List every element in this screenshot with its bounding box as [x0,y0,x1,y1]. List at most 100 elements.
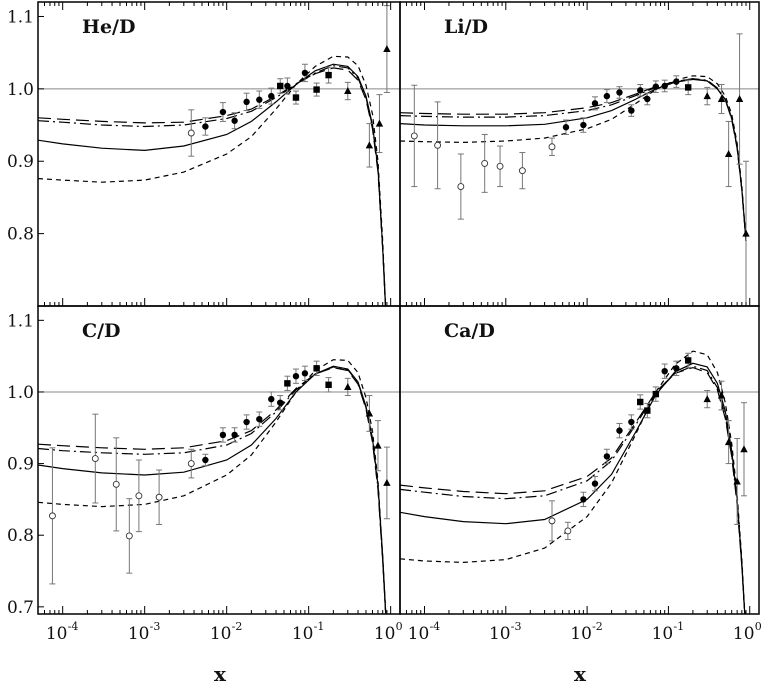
curve-long-dashed [400,366,746,614]
data-point-filled-circle [616,89,623,96]
panel-2: C/D1.11.00.90.80.710 -4 10 -3 10 -2 10 -1 10 0 [7,305,403,644]
x-tick-label-exponent: 0 [396,620,403,633]
data-point-open-circle [155,493,163,501]
curve-long-dashed [400,78,747,241]
points-group [48,360,391,585]
data-point-filled-circle [256,96,263,103]
data-point-triangle [375,119,384,127]
data-point-triangle [374,441,382,449]
data-point-open-circle [48,512,56,520]
curves-group [400,75,747,241]
curve-solid [400,362,746,614]
data-point-triangle [365,141,374,149]
x-tick-label: 10 [292,624,314,644]
y-tick-label: 1.0 [7,80,34,100]
data-point-square [292,94,300,101]
data-point-square [652,390,660,398]
curve-dashed [400,350,746,614]
data-point-open-circle [410,132,418,140]
curve-dashed [400,75,747,241]
panel-frame [399,305,760,615]
curve-solid [38,365,387,614]
y-tick-label: 1.0 [7,383,34,403]
data-point-square [313,86,320,93]
data-point-filled-circle [268,92,275,100]
data-point-open-circle [518,167,526,175]
data-point-filled-circle [277,399,284,406]
x-tick-label: 10 [374,624,396,644]
x-tick-label: 10 [570,624,592,644]
panel-title: C/D [82,320,121,342]
x-tick-label-exponent: -4 [429,620,440,633]
panel-title: Li/D [444,16,488,38]
data-point-triangle [703,395,711,403]
data-point-triangle [717,94,726,102]
data-point-triangle [740,445,748,453]
data-point-filled-circle [219,431,227,439]
y-tick-label: 0.8 [7,526,34,546]
data-point-open-circle [457,183,465,191]
data-point-square [684,357,692,364]
panel-frame [399,1,760,307]
y-tick-label: 0.7 [7,598,34,618]
panel-3: Ca/D10 -4 10 -3 10 -2 10 -1 10 0 [399,305,761,644]
panel-1: Li/D [399,1,760,307]
data-point-filled-circle [591,100,599,107]
data-point-square [325,71,332,79]
data-point-open-circle [548,143,556,151]
x-tick-label: 10 [652,624,674,644]
x-tick-label: 10 [733,624,755,644]
data-point-filled-circle [580,496,587,503]
x-axis-label-right: x [574,662,587,686]
data-point-triangle [344,382,352,390]
points-group [187,5,391,168]
data-point-filled-circle [661,367,668,375]
data-point-filled-circle [603,453,611,460]
data-point-filled-circle [202,456,209,464]
curves-group [38,55,387,306]
panels-layer: He/D 1.1 1.0 0.9 0.8 Li/D C/D 1.1 1.0 0.9 0.8 0.7 10… [7,1,761,644]
x-tick-label-exponent: -2 [592,620,603,633]
data-point-filled-circle [673,365,680,372]
data-point-open-circle [481,159,489,167]
x-tick-label: 10 [46,624,68,644]
x-tick-label-exponent: -3 [511,620,522,633]
curves-group [400,350,746,614]
data-point-filled-circle [591,480,599,487]
curve-dash-dot [38,65,387,306]
data-point-filled-circle [301,69,309,77]
data-point-open-circle [187,129,195,137]
data-point-square [637,398,644,406]
data-point-open-circle [496,162,504,170]
data-point-triangle [365,409,374,417]
data-point-filled-circle [243,418,250,426]
curve-dashed [38,359,387,614]
data-point-triangle [724,150,733,157]
curve-solid [38,63,387,306]
x-tick-label: 10 [489,624,511,644]
data-point-filled-circle [301,370,309,377]
data-point-triangle [735,94,744,102]
curve-dashed [38,55,387,306]
x-tick-label-exponent: -3 [150,620,161,633]
data-point-triangle [703,92,711,100]
data-point-filled-circle [616,427,623,434]
data-point-filled-circle [284,82,291,90]
data-point-filled-circle [652,83,660,90]
x-tick-label: 10 [128,624,150,644]
data-point-filled-circle [562,124,570,131]
data-point-square [325,381,332,388]
y-tick-label: 1.1 [7,7,34,27]
data-point-filled-circle [628,418,635,426]
x-tick-label-exponent: -4 [68,620,79,633]
data-point-filled-circle [231,431,238,439]
data-point-filled-circle [219,108,227,116]
data-point-open-circle [434,141,442,149]
data-point-open-circle [135,492,143,500]
points-group [410,33,750,306]
data-point-filled-circle [202,123,209,130]
data-point-triangle [742,229,750,237]
data-point-triangle [724,438,733,446]
data-point-filled-circle [644,95,651,103]
curve-dash-dot [38,366,387,614]
